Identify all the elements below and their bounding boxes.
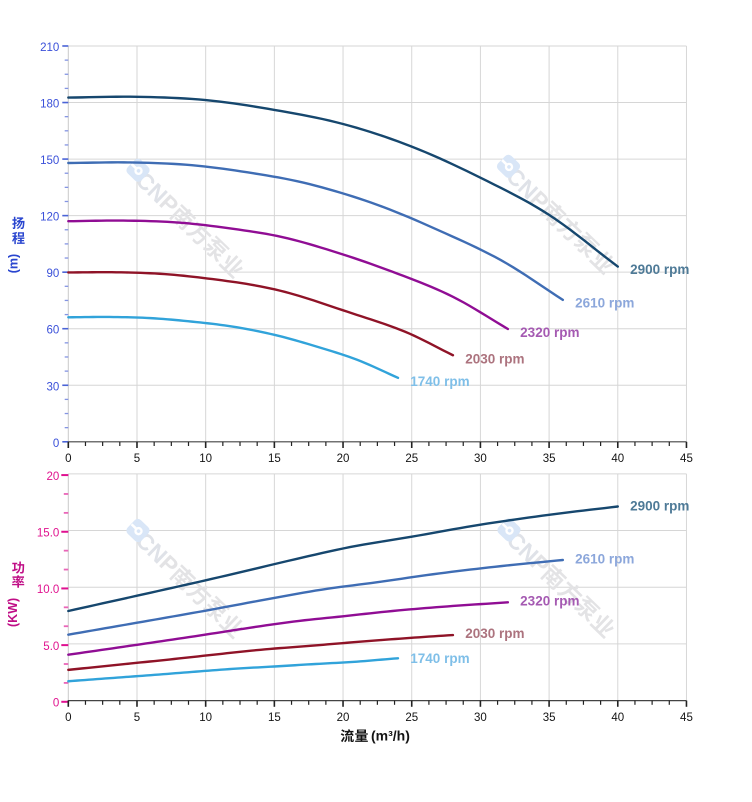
svg-text:10.0: 10.0 [37,584,59,596]
svg-text:5.0: 5.0 [43,641,59,653]
svg-text:20: 20 [47,471,60,483]
svg-text:45: 45 [680,453,693,465]
svg-text:2320 rpm: 2320 rpm [520,325,579,340]
svg-text:2610 rpm: 2610 rpm [575,551,634,566]
svg-text:(KW): (KW) [6,598,20,627]
svg-text:15: 15 [268,712,281,724]
svg-text:15.0: 15.0 [37,528,59,540]
svg-text:120: 120 [40,212,59,224]
svg-text:60: 60 [47,325,60,337]
svg-text:45: 45 [680,712,693,724]
svg-text:(m³/h): (m³/h) [371,727,410,743]
svg-text:10: 10 [199,453,212,465]
svg-text:20: 20 [337,453,350,465]
svg-text:30: 30 [474,712,487,724]
svg-text:35: 35 [543,712,556,724]
svg-text:35: 35 [543,453,556,465]
svg-text:25: 25 [405,453,418,465]
svg-text:1740 rpm: 1740 rpm [410,651,469,666]
svg-text:2320 rpm: 2320 rpm [520,593,579,608]
svg-text:2030 rpm: 2030 rpm [465,351,524,366]
svg-text:40: 40 [611,453,624,465]
svg-text:180: 180 [40,99,59,111]
svg-text:5: 5 [134,453,140,465]
svg-text:1740 rpm: 1740 rpm [410,374,469,389]
svg-text:150: 150 [40,155,59,167]
svg-text:2610 rpm: 2610 rpm [575,295,634,310]
svg-text:90: 90 [47,268,60,280]
svg-text:2030 rpm: 2030 rpm [465,626,524,641]
svg-text:20: 20 [337,712,350,724]
svg-text:10: 10 [199,712,212,724]
svg-text:30: 30 [47,381,60,393]
svg-text:(m): (m) [6,254,20,273]
svg-text:25: 25 [405,712,418,724]
svg-text:5: 5 [134,712,140,724]
svg-text:2900 rpm: 2900 rpm [630,499,689,514]
svg-text:0: 0 [53,438,59,450]
svg-text:15: 15 [268,453,281,465]
svg-text:30: 30 [474,453,487,465]
svg-text:0: 0 [53,698,59,710]
svg-text:0: 0 [65,712,71,724]
svg-text:40: 40 [611,712,624,724]
svg-text:0: 0 [65,453,71,465]
svg-text:210: 210 [40,42,59,54]
svg-text:2900 rpm: 2900 rpm [630,262,689,277]
